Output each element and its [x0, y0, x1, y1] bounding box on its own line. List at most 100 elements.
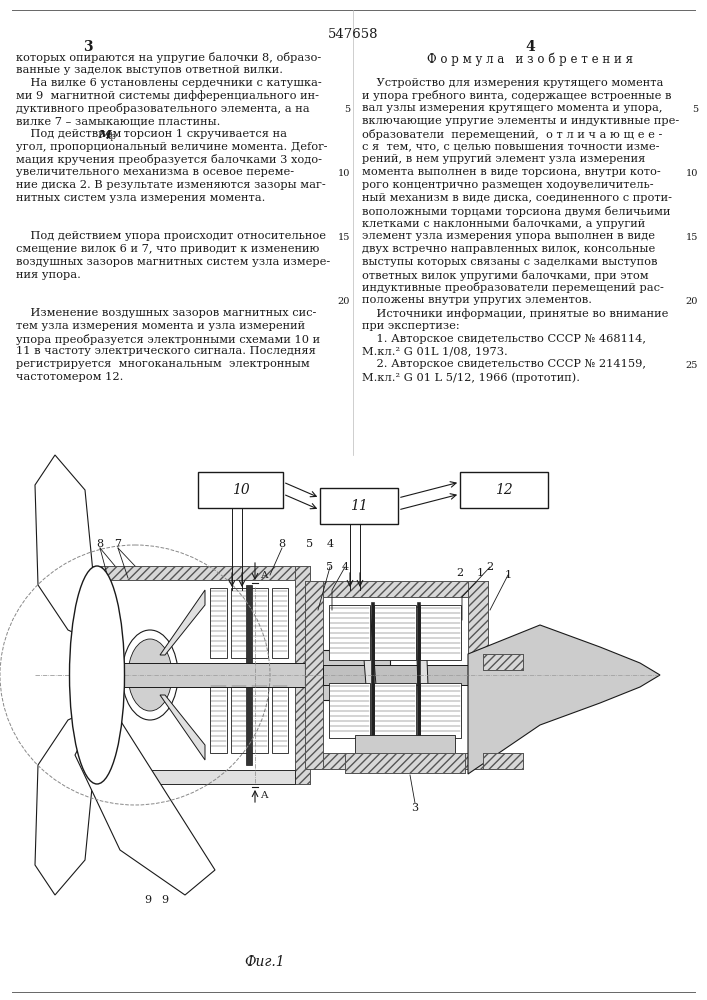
Bar: [329, 605, 370, 660]
Bar: [295, 566, 310, 784]
Bar: [95, 663, 310, 687]
Text: 2: 2: [457, 568, 464, 578]
Text: 8: 8: [279, 539, 286, 549]
Text: 1: 1: [477, 568, 484, 578]
Text: кр: кр: [106, 132, 117, 141]
Text: элемент узла измерения упора выполнен в виде: элемент узла измерения упора выполнен в …: [362, 231, 655, 241]
Text: 5: 5: [306, 539, 314, 549]
Bar: [198, 472, 283, 508]
Bar: [345, 753, 465, 773]
Text: 547658: 547658: [328, 28, 378, 41]
Text: вилке 7 – замыкающие пластины.: вилке 7 – замыкающие пластины.: [16, 116, 221, 126]
Bar: [305, 581, 323, 769]
Text: с я  тем, что, с целью повышения точности изме-: с я тем, что, с целью повышения точности…: [362, 142, 660, 152]
Bar: [305, 581, 323, 769]
Text: которых опираются на упругие балочки 8, образо-: которых опираются на упругие балочки 8, …: [16, 52, 321, 63]
Text: A: A: [260, 790, 267, 800]
Bar: [320, 488, 398, 524]
Text: 3: 3: [411, 803, 419, 813]
Text: торсион 1 скручивается на: торсион 1 скручивается на: [120, 129, 287, 139]
Text: 25: 25: [686, 361, 698, 370]
Text: Изменение воздушных зазоров магнитных сис-: Изменение воздушных зазоров магнитных си…: [16, 308, 316, 318]
Bar: [246, 585, 252, 765]
Text: М.кл.² G 01L 1/08, 1973.: М.кл.² G 01L 1/08, 1973.: [362, 346, 508, 356]
Text: частотомером 12.: частотомером 12.: [16, 372, 124, 382]
Text: воздушных зазоров магнитных систем узла измере-: воздушных зазоров магнитных систем узла …: [16, 257, 330, 267]
Bar: [345, 753, 465, 773]
Text: Фиг.1: Фиг.1: [245, 955, 286, 969]
Text: Под действием упора происходит относительное: Под действием упора происходит относител…: [16, 231, 326, 241]
Bar: [210, 683, 226, 753]
Bar: [95, 770, 310, 784]
Text: ответных вилок упругими балочками, при этом: ответных вилок упругими балочками, при э…: [362, 270, 648, 281]
Bar: [374, 605, 416, 660]
Ellipse shape: [69, 566, 124, 784]
Text: нитных систем узла измерения момента.: нитных систем узла измерения момента.: [16, 193, 265, 203]
Text: 5: 5: [344, 105, 350, 114]
Bar: [271, 683, 288, 753]
Ellipse shape: [128, 639, 172, 711]
Text: мация кручения преобразуется балочками 3 ходо-: мация кручения преобразуется балочками 3…: [16, 154, 322, 165]
Text: 20: 20: [338, 297, 350, 306]
Bar: [483, 753, 523, 769]
Text: 10: 10: [338, 169, 350, 178]
Polygon shape: [415, 607, 430, 738]
Bar: [271, 588, 288, 658]
Text: 7: 7: [115, 539, 122, 549]
Bar: [483, 753, 523, 769]
Text: выступы которых связаны с заделками выступов: выступы которых связаны с заделками выст…: [362, 257, 658, 267]
Bar: [95, 770, 295, 784]
Text: регистрируется  многоканальным  электронным: регистрируется многоканальным электронны…: [16, 359, 310, 369]
Text: A: A: [260, 570, 267, 580]
Text: упора преобразуется электронными схемами 10 и: упора преобразуется электронными схемами…: [16, 334, 320, 345]
Text: воположными торцами торсиона двумя беличьими: воположными торцами торсиона двумя белич…: [362, 206, 670, 217]
Text: рого концентрично размещен ходоувеличитель-: рого концентрично размещен ходоувеличите…: [362, 180, 654, 190]
Bar: [251, 683, 267, 753]
Text: Устройство для измерения крутящего момента: Устройство для измерения крутящего момен…: [362, 78, 663, 88]
Polygon shape: [160, 590, 205, 655]
Bar: [483, 654, 523, 670]
Text: индуктивные преобразователи перемещений рас-: индуктивные преобразователи перемещений …: [362, 282, 664, 293]
Bar: [305, 581, 488, 597]
Bar: [305, 753, 488, 769]
Text: тем узла измерения момента и узла измерений: тем узла измерения момента и узла измере…: [16, 321, 305, 331]
Text: двух встречно направленных вилок, консольные: двух встречно направленных вилок, консол…: [362, 244, 655, 254]
Text: 1: 1: [504, 570, 512, 580]
Polygon shape: [360, 607, 380, 738]
Bar: [483, 654, 523, 670]
Bar: [416, 602, 420, 746]
Text: включающие упругие элементы и индуктивные пре-: включающие упругие элементы и индуктивны…: [362, 116, 679, 126]
Text: увеличительного механизма в осевое переме-: увеличительного механизма в осевое перем…: [16, 167, 294, 177]
Text: образователи  перемещений,  о т л и ч а ю щ е е -: образователи перемещений, о т л и ч а ю …: [362, 129, 662, 140]
Bar: [230, 588, 247, 658]
Text: вал узлы измерения крутящего момента и упора,: вал узлы измерения крутящего момента и у…: [362, 103, 662, 113]
Text: ный механизм в виде диска, соединенного с проти-: ный механизм в виде диска, соединенного …: [362, 193, 672, 203]
Bar: [210, 588, 226, 658]
Text: ванные у заделок выступов ответной вилки.: ванные у заделок выступов ответной вилки…: [16, 65, 283, 75]
Polygon shape: [35, 705, 100, 895]
Text: момента выполнен в виде торсиона, внутри кото-: момента выполнен в виде торсиона, внутри…: [362, 167, 661, 177]
Polygon shape: [75, 720, 215, 895]
Text: 20: 20: [686, 297, 698, 306]
Text: 15: 15: [338, 233, 350, 242]
Text: На вилке 6 установлены сердечники с катушка-: На вилке 6 установлены сердечники с кату…: [16, 78, 322, 88]
Bar: [371, 602, 374, 746]
Text: 8: 8: [96, 539, 103, 549]
Text: 5: 5: [327, 562, 334, 572]
Bar: [329, 683, 370, 738]
Bar: [251, 588, 267, 658]
Polygon shape: [160, 695, 205, 760]
Text: Источники информации, принятые во внимание: Источники информации, принятые во вниман…: [362, 308, 668, 319]
Bar: [460, 472, 548, 508]
Bar: [95, 770, 310, 784]
Polygon shape: [468, 625, 660, 774]
Text: М.кл.² G 01 L 5/12, 1966 (прототип).: М.кл.² G 01 L 5/12, 1966 (прототип).: [362, 372, 580, 383]
Polygon shape: [35, 455, 100, 645]
Text: 15: 15: [686, 233, 698, 242]
Text: ния упора.: ния упора.: [16, 270, 81, 280]
Bar: [468, 581, 488, 769]
Bar: [95, 566, 310, 580]
Text: 10: 10: [686, 169, 698, 178]
Text: ние диска 2. В результате изменяются зазоры маг-: ние диска 2. В результате изменяются заз…: [16, 180, 326, 190]
Bar: [295, 566, 310, 784]
